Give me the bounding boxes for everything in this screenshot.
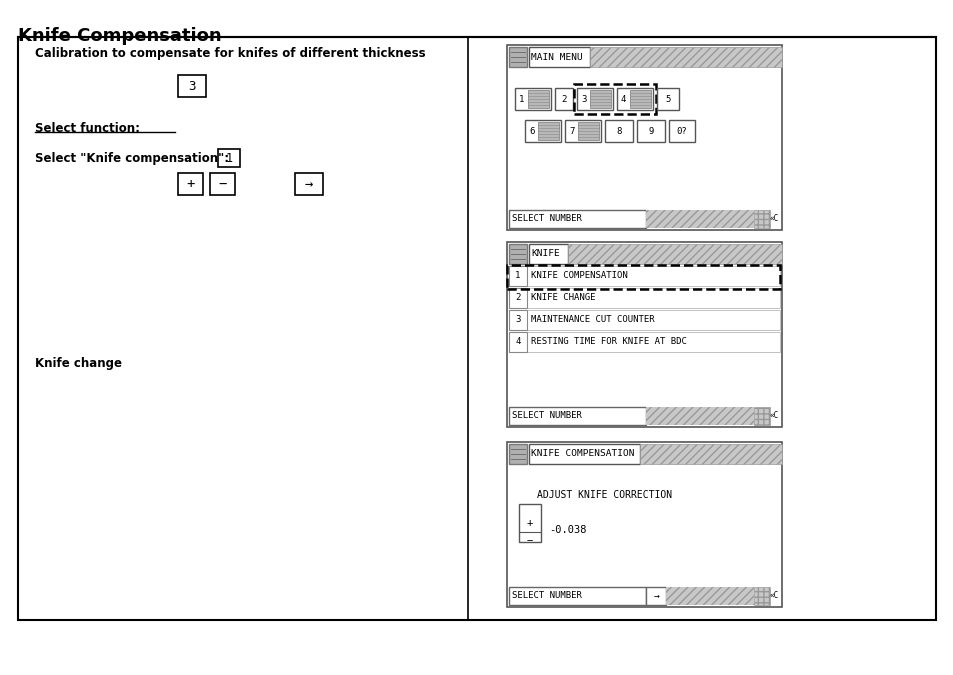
Bar <box>646 407 753 425</box>
Text: 8: 8 <box>616 126 621 136</box>
Bar <box>666 587 753 605</box>
Text: 6: 6 <box>529 126 534 136</box>
Bar <box>657 88 679 110</box>
Bar <box>555 88 573 110</box>
Bar <box>537 122 558 140</box>
Bar <box>218 149 240 167</box>
Text: 3: 3 <box>188 80 195 92</box>
Text: SELECT NUMBER: SELECT NUMBER <box>512 591 581 601</box>
Text: 1: 1 <box>515 271 520 281</box>
Bar <box>509 288 780 308</box>
Text: 7: 7 <box>568 126 574 136</box>
Bar <box>506 442 781 607</box>
Bar <box>529 47 590 67</box>
Bar <box>178 173 203 195</box>
Bar <box>509 310 526 330</box>
Bar <box>646 587 666 605</box>
Text: ADJUST KNIFE CORRECTION: ADJUST KNIFE CORRECTION <box>537 490 672 500</box>
Bar <box>509 444 526 464</box>
Text: +: + <box>526 518 533 528</box>
Text: KNIFE COMPENSATION: KNIFE COMPENSATION <box>531 271 627 281</box>
Text: KNIFE CHANGE: KNIFE CHANGE <box>531 294 595 302</box>
Text: MAIN MENU: MAIN MENU <box>531 53 582 61</box>
Text: 3: 3 <box>515 315 520 325</box>
Bar <box>509 244 526 264</box>
Bar <box>629 90 650 108</box>
Text: 1: 1 <box>225 151 233 165</box>
Bar <box>637 120 664 142</box>
Bar <box>574 84 656 114</box>
Bar <box>753 407 769 425</box>
Bar <box>568 244 781 264</box>
Text: 9: 9 <box>648 126 653 136</box>
Bar <box>509 407 646 425</box>
Bar <box>529 444 639 464</box>
Bar <box>604 120 633 142</box>
Bar <box>509 266 780 286</box>
Bar <box>509 332 526 352</box>
Bar <box>753 210 769 228</box>
Bar <box>668 120 695 142</box>
Bar <box>509 288 526 308</box>
Bar <box>646 210 753 228</box>
Bar <box>506 45 781 230</box>
Bar <box>564 120 600 142</box>
Bar <box>578 122 598 140</box>
Bar <box>509 266 526 286</box>
Text: Knife change: Knife change <box>35 357 122 370</box>
Bar <box>515 88 551 110</box>
Text: 4: 4 <box>515 338 520 346</box>
Text: −: − <box>526 536 533 546</box>
Text: SELECT NUMBER: SELECT NUMBER <box>512 412 581 421</box>
Text: SELECT NUMBER: SELECT NUMBER <box>512 215 581 223</box>
Bar <box>506 242 781 427</box>
Bar <box>178 75 206 97</box>
Text: KNIFE: KNIFE <box>531 250 559 259</box>
Text: →: → <box>305 177 313 191</box>
Bar <box>590 47 781 67</box>
Text: 2: 2 <box>560 95 566 103</box>
Bar <box>529 244 568 264</box>
Text: −: − <box>218 177 227 191</box>
Bar <box>18 37 935 620</box>
Text: 2: 2 <box>515 294 520 302</box>
Text: Knife Compensation: Knife Compensation <box>18 27 221 45</box>
Bar <box>506 265 780 289</box>
Bar <box>294 173 323 195</box>
Text: Select "Knife compensation":: Select "Knife compensation": <box>35 152 229 165</box>
Bar <box>210 173 234 195</box>
Text: +: + <box>186 177 194 191</box>
Text: 5: 5 <box>664 95 670 103</box>
Text: MAINTENANCE CUT COUNTER: MAINTENANCE CUT COUNTER <box>531 315 654 325</box>
Text: «C: «C <box>768 412 778 421</box>
Text: 0?: 0? <box>676 126 687 136</box>
Text: Calibration to compensate for knifes of different thickness: Calibration to compensate for knifes of … <box>35 47 425 60</box>
Bar <box>518 504 540 542</box>
Text: RESTING TIME FOR KNIFE AT BDC: RESTING TIME FOR KNIFE AT BDC <box>531 338 686 346</box>
Bar <box>589 90 610 108</box>
Text: KNIFE COMPENSATION: KNIFE COMPENSATION <box>531 450 634 458</box>
Text: -0.038: -0.038 <box>548 525 586 535</box>
Bar <box>524 120 560 142</box>
Bar <box>509 210 646 228</box>
Text: 3: 3 <box>580 95 586 103</box>
Bar <box>577 88 613 110</box>
Text: 1: 1 <box>518 95 524 103</box>
Bar <box>509 587 646 605</box>
Bar <box>509 332 780 352</box>
Bar <box>527 90 548 108</box>
Text: «C: «C <box>768 591 778 601</box>
Bar <box>509 310 780 330</box>
Text: Select function:: Select function: <box>35 122 140 135</box>
Bar <box>509 47 526 67</box>
Bar <box>639 444 781 464</box>
Text: →: → <box>653 591 659 601</box>
Text: «C: «C <box>768 215 778 223</box>
Text: 4: 4 <box>620 95 626 103</box>
Bar <box>617 88 652 110</box>
Bar <box>753 587 769 605</box>
